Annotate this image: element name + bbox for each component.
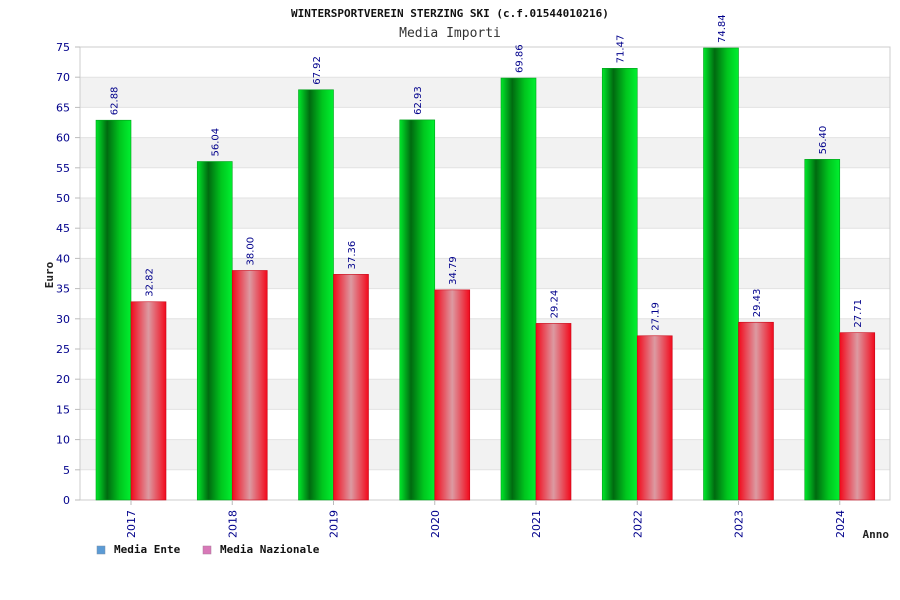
value-label-media-ente-2022: 71.47: [616, 35, 627, 64]
legend-swatch-media-ente: [96, 545, 106, 555]
grid-band: [80, 77, 890, 108]
bar-media-nazionale-2017: [130, 301, 167, 501]
value-label-media-ente-2021: 69.86: [515, 44, 526, 73]
y-tick-label: 25: [56, 343, 70, 356]
value-label-media-ente-2023: 74.84: [717, 14, 728, 43]
value-label-media-ente-2018: 56.04: [211, 128, 222, 157]
y-axis-label: Euro: [43, 261, 56, 288]
bar-media-nazionale-2018: [231, 270, 268, 501]
legend-label-media-ente: Media Ente: [114, 543, 181, 556]
x-tick-label-2021: 2021: [530, 510, 543, 538]
y-tick-label: 50: [56, 192, 70, 205]
value-label-media-nazionale-2022: 27.19: [651, 302, 662, 331]
bar-media-nazionale-2019: [333, 274, 369, 501]
y-tick-label: 55: [56, 162, 70, 175]
value-label-media-ente-2024: 56.40: [818, 126, 829, 155]
chart-subtitle: Media Importi: [399, 26, 501, 41]
y-tick-label: 10: [56, 434, 70, 447]
value-label-media-nazionale-2017: 32.82: [145, 268, 156, 297]
x-tick-label-2023: 2023: [733, 510, 746, 538]
legend: Media Ente Media Nazionale: [96, 543, 320, 556]
y-tick-label: 70: [56, 71, 70, 84]
bar-media-nazionale-2020: [434, 289, 471, 501]
bar-media-ente-2022: [601, 68, 638, 501]
y-tick-label: 40: [56, 252, 70, 265]
chart-title: WINTERSPORTVEREIN STERZING SKI (c.f.0154…: [291, 7, 609, 20]
bars: [95, 47, 876, 501]
x-tick-label-2017: 2017: [125, 510, 138, 538]
bar-media-ente-2018: [196, 161, 233, 501]
value-label-media-nazionale-2018: 38.00: [246, 237, 257, 266]
x-axis-label: Anno: [863, 528, 890, 541]
bar-media-ente-2019: [298, 89, 334, 501]
value-labels: 62.88 32.82 56.04 38.00 67.92 37.36 62.93 34.79…: [110, 14, 865, 330]
value-label-media-nazionale-2023: 29.43: [752, 289, 763, 318]
legend-swatch-media-nazionale: [202, 545, 212, 555]
plot-area: [79, 46, 891, 501]
x-tick-label-2022: 2022: [631, 510, 644, 538]
y-tick-label: 65: [56, 101, 70, 114]
bar-media-nazionale-2024: [839, 332, 876, 501]
x-tick-label-2020: 2020: [429, 510, 442, 538]
value-label-media-ente-2019: 67.92: [312, 56, 323, 85]
y-tick-label: 20: [56, 373, 70, 386]
y-tick-label: 5: [63, 464, 70, 477]
value-label-media-nazionale-2021: 29.24: [550, 290, 561, 319]
y-tick-label: 75: [56, 41, 70, 54]
bar-media-ente-2020: [399, 119, 436, 501]
bar-media-nazionale-2021: [535, 323, 572, 501]
value-label-media-nazionale-2019: 37.36: [347, 241, 358, 270]
bar-media-nazionale-2022: [636, 335, 673, 501]
y-tick-label: 45: [56, 222, 70, 235]
x-axis: 2017 2018 2019 2020 2021 2022 2023 2024: [125, 500, 847, 538]
y-axis: 0 5 10 15 20 25 30 35 40 45 50 55 60 65 70 75: [56, 41, 80, 507]
y-tick-label: 0: [63, 494, 70, 507]
y-tick-label: 15: [56, 403, 70, 416]
bar-media-ente-2023: [703, 47, 739, 501]
bar-media-nazionale-2023: [738, 321, 774, 501]
y-tick-label: 30: [56, 313, 70, 326]
value-label-media-ente-2020: 62.93: [413, 86, 424, 115]
value-label-media-nazionale-2024: 27.71: [853, 299, 864, 328]
x-tick-label-2024: 2024: [834, 510, 847, 538]
x-tick-label-2018: 2018: [226, 510, 239, 538]
y-tick-label: 60: [56, 132, 70, 145]
value-label-media-ente-2017: 62.88: [110, 87, 121, 116]
legend-label-media-nazionale: Media Nazionale: [220, 543, 320, 556]
value-label-media-nazionale-2020: 34.79: [448, 256, 459, 285]
bar-media-ente-2021: [500, 77, 537, 501]
bar-media-ente-2017: [95, 119, 132, 501]
x-tick-label-2019: 2019: [328, 510, 341, 538]
y-tick-label: 35: [56, 283, 70, 296]
bar-media-ente-2024: [804, 159, 841, 501]
